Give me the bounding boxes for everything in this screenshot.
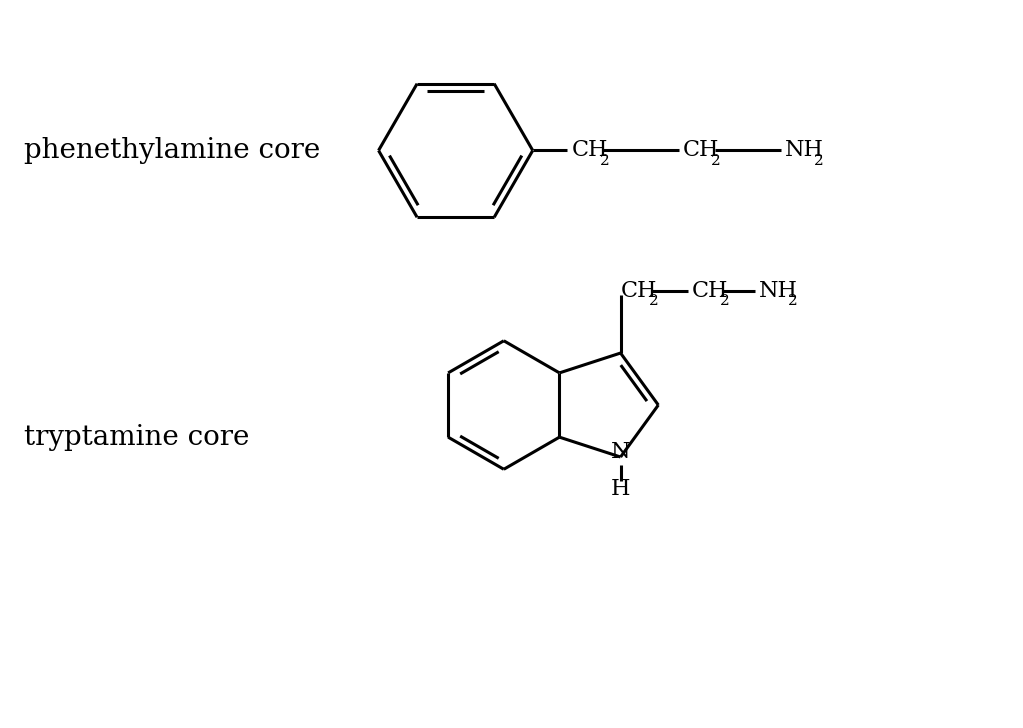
Text: N: N — [611, 441, 630, 463]
Text: 2: 2 — [649, 294, 659, 308]
Text: phenethylamine core: phenethylamine core — [24, 137, 320, 164]
Text: NH: NH — [785, 140, 824, 162]
Text: 2: 2 — [720, 294, 729, 308]
Text: 2: 2 — [711, 154, 721, 168]
Text: tryptamine core: tryptamine core — [24, 424, 249, 451]
Text: 2: 2 — [814, 154, 824, 168]
Text: CH: CH — [621, 280, 657, 302]
Text: CH: CH — [683, 140, 719, 162]
Text: 2: 2 — [788, 294, 798, 308]
Text: CH: CH — [571, 140, 608, 162]
Text: H: H — [611, 478, 630, 499]
Text: CH: CH — [692, 280, 728, 302]
Text: 2: 2 — [599, 154, 610, 168]
Text: NH: NH — [759, 280, 798, 302]
